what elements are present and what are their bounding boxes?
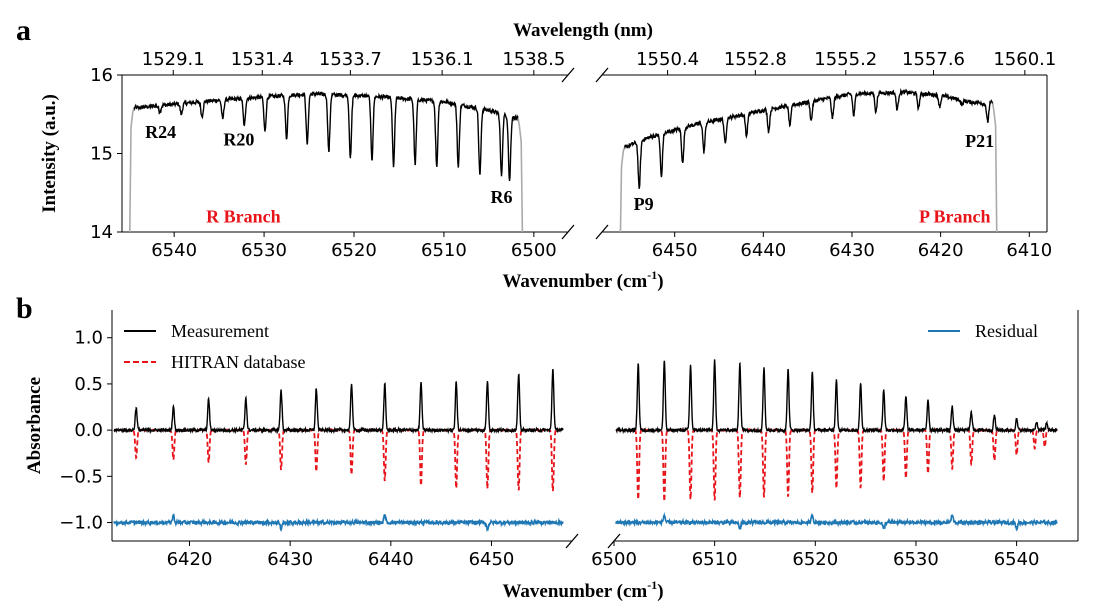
residual-line [615, 512, 1058, 532]
x-tick-label: 6520 [331, 240, 377, 261]
y-tick-label: 16 [90, 65, 113, 86]
top-axis-title: Wavelength (nm) [513, 20, 653, 41]
x-tick-label: 6440 [368, 549, 414, 570]
x-tick-label: 6440 [740, 240, 786, 261]
x-tick-label: 6500 [511, 240, 557, 261]
y-tick-label: 1.0 [74, 328, 103, 349]
top-tick-label: 1529.1 [142, 49, 205, 70]
y-tick-label: 15 [90, 144, 113, 165]
axis-break-mark [561, 67, 575, 83]
line-label: R20 [223, 130, 254, 150]
x-tick-label: 6430 [829, 240, 875, 261]
panel-letter-a: a [16, 14, 31, 47]
x-tick-label: 6420 [918, 240, 964, 261]
x-axis-title-main: Wavenumber (cm [502, 581, 647, 602]
top-tick-label: 1560.1 [993, 49, 1056, 70]
intensity-spectrum-line [133, 90, 519, 182]
x-tick-label: 6530 [893, 549, 939, 570]
axis-break-mark [607, 533, 621, 549]
measurement-line [113, 368, 564, 435]
hitran-database-line [113, 427, 564, 492]
x-tick-label: 6510 [421, 240, 467, 261]
panel-a-segment-2: 6450 6440 6430 6420 6410 1550.4 1552.8 1555.2 15… [602, 49, 1056, 261]
legend-label-measurement: Measurement [171, 321, 269, 341]
x-axis-title-sup: -1 [647, 268, 657, 282]
y-tick-label: 14 [90, 222, 113, 243]
top-tick-label: 1552.8 [724, 49, 787, 70]
top-tick-label: 1555.2 [814, 49, 877, 70]
hitran-database-line [615, 427, 1058, 502]
panel-letter-b: b [16, 292, 33, 325]
spectrum-edge-left [619, 146, 626, 232]
axis-break-mark [561, 224, 575, 240]
y-axis-title: Intensity (a.u.) [39, 94, 60, 213]
top-tick-label: 1538.5 [502, 49, 565, 70]
line-label: R6 [490, 187, 512, 207]
y-axis-title: Absorbance [24, 377, 45, 474]
legend: Measurement HITRAN database Residual [124, 321, 1038, 372]
x-axis-title-tail: ) [657, 581, 663, 602]
top-tick-label: 1557.6 [902, 49, 965, 70]
axis-break-mark [565, 533, 579, 549]
spectrum-edge-right [991, 102, 998, 232]
x-tick-label: 6430 [267, 549, 313, 570]
residual-line [113, 513, 564, 533]
panel-a: a Wavelength (nm) Intensity (a.u.) Wavenumb… [16, 14, 1056, 292]
x-tick-label: 6450 [652, 240, 698, 261]
x-axis-title-sup: -1 [647, 578, 657, 592]
x-tick-label: 6410 [1006, 240, 1052, 261]
x-tick-label: 6520 [792, 549, 838, 570]
x-tick-label: 6540 [151, 240, 197, 261]
x-axis-title-tail: ) [657, 271, 663, 292]
x-axis-title-main: Wavenumber (cm [502, 271, 647, 292]
line-label: P9 [634, 194, 654, 214]
x-axis-title: Wavenumber (cm-1) [502, 268, 663, 292]
legend-label-hitran: HITRAN database [171, 352, 305, 372]
axis-break-mark [595, 67, 609, 83]
top-tick-label: 1536.1 [411, 49, 474, 70]
branch-label: R Branch [206, 207, 281, 227]
top-tick-label: 1550.4 [636, 49, 699, 70]
x-axis-title: Wavenumber (cm-1) [502, 578, 663, 602]
x-tick-label: 6450 [469, 549, 515, 570]
y-tick-label: −0.5 [59, 466, 103, 487]
top-tick-label: 1533.7 [319, 49, 382, 70]
y-tick-label: 0.5 [74, 374, 103, 395]
branch-label: P Branch [919, 207, 991, 227]
panel-a-segment-1: 6540 6530 6520 6510 6500 1529.1 1531.4 1533.7 15… [121, 49, 568, 261]
x-tick-label: 6540 [994, 549, 1040, 570]
intensity-spectrum-line [623, 87, 994, 189]
legend-label-residual: Residual [975, 321, 1038, 341]
top-tick-label: 1531.4 [231, 49, 294, 70]
x-tick-label: 6500 [591, 549, 637, 570]
x-tick-label: 6510 [692, 549, 738, 570]
panel-b-segment-1: 6420 6430 6440 6450 [111, 310, 572, 570]
measurement-line [615, 359, 1058, 435]
panel-b-segment-2: 6500 6510 6520 6530 6540 [591, 310, 1079, 570]
spectrum-edge-left [128, 107, 135, 232]
y-tick-label: 0.0 [74, 420, 103, 441]
axis-break-mark [595, 224, 609, 240]
x-tick-label: 6420 [167, 549, 213, 570]
panel-b: b Absorbance Wavenumber (cm-1) 1.0 0.5 0.0 −0.… [16, 292, 1079, 602]
x-tick-label: 6530 [241, 240, 287, 261]
line-label: R24 [145, 122, 176, 142]
spectrum-edge-right [517, 118, 524, 232]
y-tick-label: −1.0 [59, 513, 103, 534]
line-label: P21 [965, 131, 994, 151]
